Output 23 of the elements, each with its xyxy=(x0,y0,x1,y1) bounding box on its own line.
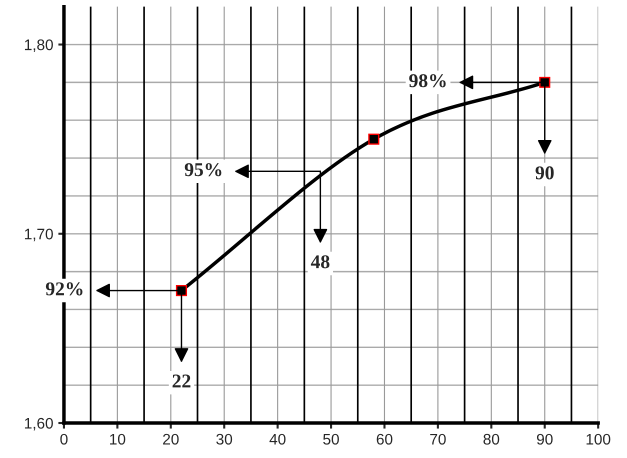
y-tick-label: 1,70 xyxy=(24,228,53,242)
y-tick-label: 1,80 xyxy=(24,39,53,52)
x-tick-label: 90 xyxy=(536,434,553,445)
point xyxy=(176,284,188,296)
x-tick-label: 0 xyxy=(60,434,68,445)
annotation: 48 xyxy=(310,255,330,268)
x-tick-label: 100 xyxy=(586,434,610,445)
annotation: 22 xyxy=(172,374,190,388)
x-tick-label: 70 xyxy=(430,434,446,445)
x-tick-label: 60 xyxy=(376,434,392,445)
x-tick-label: 30 xyxy=(216,434,232,445)
annotation: 90 xyxy=(536,166,554,180)
point xyxy=(368,134,380,145)
annotation: 92% xyxy=(46,282,82,296)
annotation: 95% xyxy=(184,163,222,176)
point xyxy=(539,76,550,88)
x-tick-label: 40 xyxy=(269,434,286,445)
x-tick-label: 10 xyxy=(110,434,126,445)
x-tick-label: 80 xyxy=(483,434,500,445)
x-tick-label: 20 xyxy=(163,434,179,445)
x-tick-label: 50 xyxy=(323,434,339,445)
y-tick-label: 1,60 xyxy=(24,418,53,430)
annotation: 98% xyxy=(409,74,446,88)
